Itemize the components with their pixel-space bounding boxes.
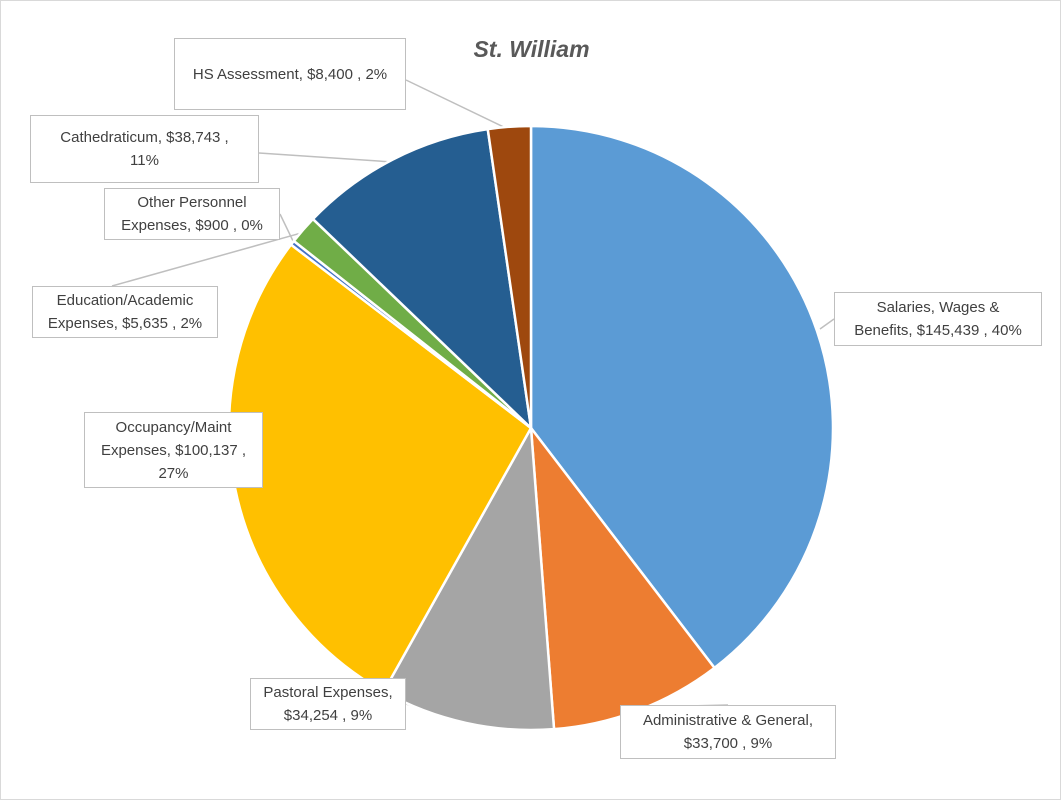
pie-slice-7 bbox=[486, 124, 533, 430]
leader-line-4 bbox=[279, 213, 296, 246]
data-label-3: Occupancy/Maint Expenses, $100,137 , 27% bbox=[84, 412, 263, 488]
pie-slice-3 bbox=[227, 243, 533, 693]
leader-line-0 bbox=[819, 318, 835, 330]
data-label-0: Salaries, Wages & Benefits, $145,439 , 4… bbox=[834, 292, 1042, 346]
data-label-6: Cathedraticum, $38,743 , 11% bbox=[30, 115, 259, 183]
data-label-2: Pastoral Expenses, $34,254 , 9% bbox=[250, 678, 406, 730]
data-label-1: Administrative & General, $33,700 , 9% bbox=[620, 705, 836, 759]
pie-slice-0 bbox=[529, 124, 835, 670]
leader-line-7 bbox=[405, 79, 510, 131]
pie-slices bbox=[227, 124, 835, 732]
leader-line-5 bbox=[111, 231, 306, 287]
data-label-4: Other Personnel Expenses, $900 , 0% bbox=[104, 188, 280, 240]
data-label-7: HS Assessment, $8,400 , 2% bbox=[174, 38, 406, 110]
data-label-5: Education/Academic Expenses, $5,635 , 2% bbox=[32, 286, 218, 338]
chart-title: St. William bbox=[473, 36, 590, 62]
leader-line-6 bbox=[258, 152, 395, 163]
pie-slice-6 bbox=[311, 127, 533, 430]
